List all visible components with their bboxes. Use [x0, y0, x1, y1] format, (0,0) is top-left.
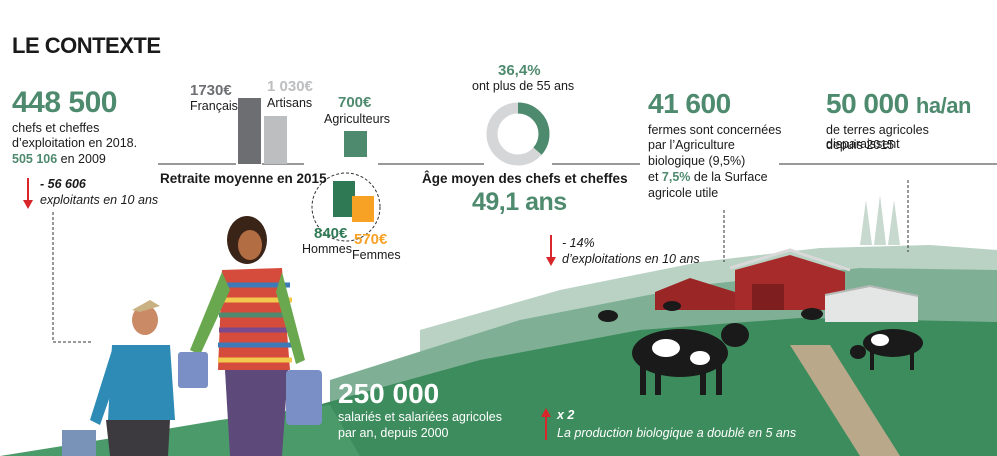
hommes-label: Hommes: [302, 242, 353, 256]
bio-line4-pre: et: [648, 170, 659, 184]
bio-line4: et 7,5% de la Surface: [648, 170, 768, 184]
bar-artisans: [264, 116, 287, 164]
bio-line3: biologique (9,5%): [648, 154, 746, 168]
bio-line2: par l’Agriculture: [648, 138, 735, 152]
down-arrow-icon: [23, 178, 33, 209]
production-change-value: x 2: [557, 408, 575, 422]
age-pct-value: 36,4%: [498, 62, 541, 79]
down-arrow-icon: [546, 235, 556, 266]
exploitants-line1: chefs et cheffes: [12, 121, 100, 135]
age-value: 49,1 ans: [472, 188, 567, 216]
terres-line1: de terres agricoles disparaissent: [826, 123, 929, 151]
exploitants-prev-value: 505 106: [12, 152, 58, 166]
artisans-label: Artisans: [267, 96, 313, 110]
femmes-label: Femmes: [352, 248, 401, 262]
age-pct-label: ont plus de 55 ans: [472, 79, 575, 93]
up-arrow-icon: [541, 408, 551, 440]
exploitants-value: 448 500: [12, 86, 117, 119]
production-change-label: La production biologique a doublé en 5 a…: [557, 426, 797, 440]
age-change-value: - 14%: [562, 236, 595, 250]
exploitants-change-label: exploitants en 10 ans: [40, 193, 159, 207]
agriculteurs-value: 700€: [338, 94, 372, 111]
exploitants-prev-label: en 2009: [60, 152, 106, 166]
terres-value: 50 000: [826, 88, 909, 119]
exploitants-line2: d’exploitation en 2018.: [12, 136, 138, 150]
age-donut-chart: [486, 102, 550, 166]
salaries-line1: salariés et salariées agricoles: [338, 410, 502, 424]
bio-value: 41 600: [648, 88, 731, 119]
exploitants-prev: 505 106 en 2009: [12, 152, 106, 166]
artisans-value: 1 030€: [267, 78, 313, 95]
exploitants-change-value: - 56 606: [40, 177, 86, 191]
bar-hommes: [333, 181, 355, 217]
bar-francais: [238, 98, 261, 164]
bar-agriculteurs: [344, 131, 367, 157]
bar-femmes: [352, 196, 374, 222]
terres-unit: ha/an: [915, 93, 971, 118]
age-title: Âge moyen des chefs et cheffes: [422, 171, 628, 186]
bio-line4-post: de la Surface: [693, 170, 768, 184]
agriculteurs-label: Agriculteurs: [324, 112, 390, 126]
terres-line2: depuis 2015: [826, 138, 895, 152]
bio-line4-value: 7,5%: [661, 170, 691, 184]
age-change-label: d’exploitations en 10 ans: [562, 252, 700, 266]
donut-arc-55plus: [486, 102, 550, 166]
page-title: LE CONTEXTE: [12, 33, 161, 58]
terres-value-wrap: 50 000 ha/an: [826, 88, 971, 120]
francais-label: Français: [190, 99, 238, 113]
retraite-title: Retraite moyenne en 2015: [160, 171, 327, 186]
salaries-value: 250 000: [338, 378, 440, 409]
francais-value: 1730€: [190, 82, 232, 99]
salaries-line2: par an, depuis 2000: [338, 426, 449, 440]
femmes-value: 570€: [354, 231, 388, 248]
bio-line1: fermes sont concernées: [648, 123, 782, 137]
bio-line5: agricole utile: [648, 186, 719, 200]
hommes-value: 840€: [314, 225, 348, 242]
